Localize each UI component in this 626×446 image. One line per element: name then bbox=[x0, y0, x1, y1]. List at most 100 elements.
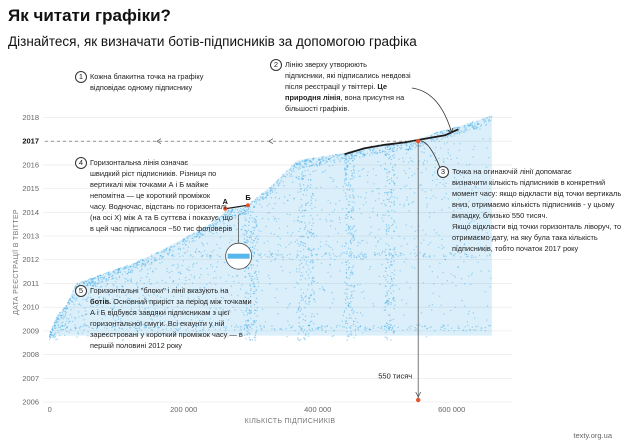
follower-dot bbox=[64, 310, 67, 313]
follower-dot bbox=[233, 299, 235, 301]
follower-dot bbox=[413, 267, 416, 269]
follower-dot bbox=[304, 278, 307, 280]
follower-dot bbox=[385, 224, 387, 226]
follower-dot bbox=[318, 159, 320, 161]
follower-dot bbox=[390, 162, 392, 165]
follower-dot bbox=[209, 230, 211, 232]
follower-dot bbox=[143, 325, 146, 328]
follower-dot bbox=[176, 267, 179, 269]
follower-dot bbox=[348, 200, 350, 203]
y-tick-label: 2013 bbox=[22, 232, 39, 241]
follower-dot bbox=[119, 318, 122, 320]
follower-dot bbox=[434, 132, 436, 135]
follower-dot bbox=[230, 285, 233, 287]
follower-dot bbox=[408, 167, 411, 169]
y-tick-label: 2016 bbox=[22, 160, 39, 169]
follower-dot bbox=[351, 235, 354, 237]
follower-dot bbox=[155, 259, 157, 261]
follower-dot bbox=[156, 315, 158, 317]
follower-dot bbox=[311, 320, 313, 323]
follower-dot bbox=[386, 301, 388, 303]
follower-dot bbox=[54, 322, 56, 324]
follower-dot bbox=[391, 271, 393, 274]
follower-dot bbox=[246, 236, 248, 238]
follower-dot bbox=[130, 308, 133, 310]
follower-dot bbox=[378, 188, 380, 190]
follower-dot bbox=[363, 152, 365, 155]
follower-dot bbox=[68, 303, 71, 305]
follower-dot bbox=[324, 169, 327, 171]
follower-dot bbox=[423, 325, 426, 327]
follower-dot bbox=[345, 166, 347, 168]
follower-dot bbox=[305, 159, 307, 161]
follower-dot bbox=[389, 205, 391, 208]
follower-dot bbox=[89, 281, 91, 283]
follower-dot bbox=[393, 230, 395, 233]
follower-dot bbox=[300, 164, 302, 166]
follower-dot bbox=[452, 254, 455, 256]
follower-dot bbox=[100, 276, 102, 279]
follower-dot bbox=[311, 281, 313, 284]
follower-dot bbox=[315, 162, 317, 165]
follower-dot bbox=[159, 262, 161, 264]
follower-dot bbox=[483, 119, 485, 121]
follower-dot bbox=[127, 280, 129, 282]
follower-dot bbox=[254, 312, 256, 315]
follower-dot bbox=[125, 267, 128, 269]
follower-dot bbox=[188, 278, 191, 281]
follower-dot bbox=[126, 272, 128, 275]
follower-dot bbox=[157, 326, 159, 328]
follower-dot bbox=[372, 150, 374, 152]
follower-dot bbox=[287, 199, 289, 202]
follower-dot bbox=[336, 255, 338, 258]
follower-dot bbox=[162, 328, 164, 331]
follower-dot bbox=[218, 217, 221, 220]
follower-dot bbox=[140, 329, 142, 331]
follower-dot bbox=[303, 236, 305, 238]
follower-dot bbox=[185, 244, 187, 246]
follower-dot bbox=[419, 252, 421, 254]
follower-dot bbox=[88, 293, 90, 295]
follower-dot bbox=[343, 189, 345, 191]
follower-dot bbox=[119, 296, 121, 298]
follower-dot bbox=[373, 325, 375, 327]
follower-dot bbox=[111, 310, 113, 312]
follower-dot bbox=[434, 166, 436, 169]
follower-dot bbox=[319, 164, 321, 167]
follower-dot bbox=[440, 326, 442, 328]
follower-dot bbox=[344, 217, 347, 219]
follower-dot bbox=[180, 272, 182, 275]
follower-dot bbox=[316, 214, 319, 216]
annotation-text: зареєстровані у короткий проміжок часу —… bbox=[90, 330, 243, 339]
follower-dot bbox=[186, 239, 189, 241]
follower-dot bbox=[170, 245, 172, 248]
annotation-number: 2 bbox=[270, 59, 282, 71]
follower-dot bbox=[279, 254, 281, 256]
follower-dot bbox=[136, 264, 138, 266]
follower-dot bbox=[59, 312, 61, 314]
follower-dot bbox=[215, 312, 217, 314]
follower-dot bbox=[233, 215, 235, 217]
follower-dot bbox=[350, 327, 352, 329]
follower-dot bbox=[368, 328, 371, 330]
follower-dot bbox=[59, 311, 61, 314]
follower-dot bbox=[332, 335, 335, 337]
follower-dot bbox=[172, 295, 175, 298]
follower-dot bbox=[80, 281, 82, 283]
follower-dot bbox=[272, 187, 274, 190]
follower-dot bbox=[408, 203, 410, 205]
follower-dot bbox=[231, 214, 234, 217]
follower-dot bbox=[70, 300, 72, 302]
follower-dot bbox=[457, 207, 459, 209]
follower-dot bbox=[378, 228, 380, 231]
follower-dot bbox=[381, 263, 383, 266]
follower-dot bbox=[150, 254, 153, 256]
follower-dot bbox=[471, 272, 473, 274]
follower-dot bbox=[325, 244, 327, 246]
follower-dot bbox=[305, 260, 308, 262]
follower-dot bbox=[357, 152, 359, 154]
follower-dot bbox=[474, 123, 476, 125]
follower-dot bbox=[114, 325, 117, 327]
follower-dot bbox=[374, 254, 376, 256]
follower-dot bbox=[441, 238, 443, 241]
